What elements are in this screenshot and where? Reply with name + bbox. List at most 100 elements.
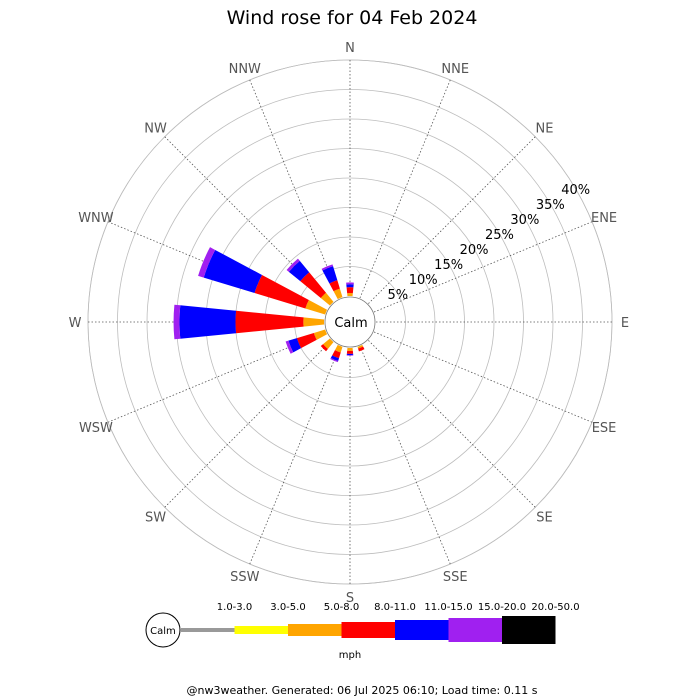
direction-spoke	[164, 340, 332, 508]
grid-ring	[146, 118, 554, 526]
direction-label-wsw: WSW	[79, 421, 113, 436]
direction-label-ssw: SSW	[230, 570, 260, 585]
direction-label-ene: ENE	[591, 211, 617, 226]
direction-label-n: N	[345, 41, 355, 56]
bar-segment-s-11.0-15.0	[346, 353, 354, 356]
legend-bin-label: 15.0-20.0	[478, 602, 526, 613]
percent-tick-label: 20%	[460, 243, 489, 258]
legend-bin-label: 11.0-15.0	[424, 602, 472, 613]
bar-segment-w-8.0-11.0	[235, 310, 304, 334]
bar-segment-ssw-15.0-20.0	[330, 357, 339, 363]
percent-tick-label: 5%	[387, 288, 408, 303]
bar-segment-w-5.0-8.0	[303, 317, 325, 327]
bar-segment-wnw-15.0-20.0	[198, 247, 216, 278]
bar-segment-wnw-8.0-11.0	[254, 274, 309, 309]
bar-segment-wsw-8.0-11.0	[296, 332, 317, 349]
legend-swatch	[502, 616, 556, 644]
bar-segment-nnw-5.0-8.0	[333, 288, 343, 300]
legend-calm-label: Calm	[150, 626, 176, 637]
direction-spoke	[368, 340, 536, 508]
percent-tick-label: 30%	[510, 213, 539, 228]
bar-segment-sse-8.0-11.0	[358, 346, 365, 352]
bar-segment-sw-8.0-11.0	[320, 344, 328, 352]
speed-legend: Calm 1.0-3.0 3.0-5.0 5.0-8.0 8.0-11.0 11.0-1…	[145, 602, 580, 661]
bar-segment-ssw-5.0-8.0	[334, 344, 343, 353]
bar-segment-s-5.0-8.0	[347, 347, 353, 351]
direction-labels: N NNE NE ENE E ESE SE SSE S SSW SW WSW W WNW NW NNW	[69, 41, 630, 606]
legend-calm-circle	[145, 612, 181, 648]
bar-segment-s-8.0-11.0	[346, 350, 354, 354]
bar-segment-nnw-11.0-15.0	[322, 266, 338, 284]
bar-segment-n-5.0-8.0	[347, 293, 353, 297]
chart-title: Wind rose for 04 Feb 2024	[227, 7, 478, 29]
legend-bin-label: 8.0-11.0	[374, 602, 416, 613]
direction-label-ne: NE	[535, 122, 553, 137]
bar-segment-wsw-11.0-15.0	[288, 338, 302, 353]
legend-swatch	[181, 628, 235, 632]
calm-circle	[324, 296, 376, 348]
direction-label-nnw: NNW	[229, 62, 261, 77]
direction-spoke	[249, 345, 341, 565]
direction-spoke	[249, 79, 341, 299]
bar-segment-ssw-8.0-11.0	[332, 350, 341, 359]
percent-tick-label: 40%	[561, 183, 590, 198]
percent-labels: 5%10%15%20%25%30%35%40%	[387, 183, 590, 303]
direction-spoke	[359, 345, 451, 565]
direction-label-e: E	[621, 316, 629, 331]
legend-swatch	[234, 626, 288, 634]
bar-segment-sse-5.0-8.0	[357, 344, 364, 349]
calm-label: Calm	[334, 316, 367, 331]
polar-grid	[87, 59, 613, 585]
bar-segment-nw-8.0-11.0	[300, 272, 327, 299]
calm-center: Calm	[324, 296, 376, 348]
bar-segment-n-15.0-20.0	[346, 282, 354, 285]
bar-segment-w-15.0-20.0	[173, 304, 181, 340]
bar-segment-wnw-5.0-8.0	[305, 300, 328, 315]
bar-segment-ssw-11.0-15.0	[330, 355, 340, 361]
bar-segment-nw-5.0-8.0	[320, 292, 334, 306]
bar-segment-s-15.0-20.0	[346, 354, 354, 356]
direction-label-nw: NW	[144, 122, 167, 137]
direction-spoke	[359, 79, 451, 299]
bar-segment-wsw-15.0-20.0	[285, 340, 294, 354]
direction-spoke	[373, 221, 593, 313]
direction-label-ese: ESE	[592, 421, 617, 436]
bar-segment-n-11.0-15.0	[346, 284, 354, 288]
percent-tick-label: 15%	[434, 258, 463, 273]
legend-swatch	[395, 620, 449, 640]
bar-segment-wnw-11.0-15.0	[203, 249, 263, 294]
direction-label-wnw: WNW	[78, 211, 114, 226]
direction-label-nne: NNE	[441, 62, 469, 77]
bar-segment-sw-5.0-8.0	[323, 338, 334, 349]
direction-label-sse: SSE	[443, 570, 468, 585]
direction-label-w: W	[69, 316, 82, 331]
legend-swatch	[288, 624, 342, 636]
legend-bin-label: 1.0-3.0	[217, 602, 252, 613]
wind-rose-bars	[173, 247, 365, 363]
legend-bin-label: 20.0-50.0	[531, 602, 579, 613]
bar-segment-wsw-5.0-8.0	[313, 329, 328, 340]
direction-spoke	[373, 331, 593, 423]
legend-bin-label: 3.0-5.0	[270, 602, 305, 613]
direction-label-s: S	[346, 591, 354, 606]
percent-tick-label: 35%	[536, 198, 565, 213]
legend-units: mph	[339, 650, 361, 661]
legend-bin-label: 5.0-8.0	[324, 602, 359, 613]
direction-spoke	[368, 136, 536, 304]
bar-segment-n-8.0-11.0	[346, 287, 354, 294]
legend-swatches: 1.0-3.0 3.0-5.0 5.0-8.0 8.0-11.0 11.0-15.0 15…	[181, 602, 580, 644]
bar-segment-nw-15.0-20.0	[286, 258, 300, 272]
percent-tick-label: 10%	[409, 273, 438, 288]
footer-text: @nw3weather. Generated: 06 Jul 2025 06:1…	[187, 684, 538, 697]
direction-label-sw: SW	[145, 510, 166, 525]
direction-label-se: SE	[536, 510, 552, 525]
bar-segment-nw-11.0-15.0	[288, 260, 310, 282]
bar-segment-nnw-8.0-11.0	[329, 280, 340, 292]
legend-swatch	[448, 618, 502, 642]
bar-segment-w-11.0-15.0	[179, 305, 237, 339]
bar-segment-nnw-15.0-20.0	[321, 264, 334, 271]
legend-swatch	[341, 622, 395, 638]
percent-tick-label: 25%	[485, 228, 514, 243]
